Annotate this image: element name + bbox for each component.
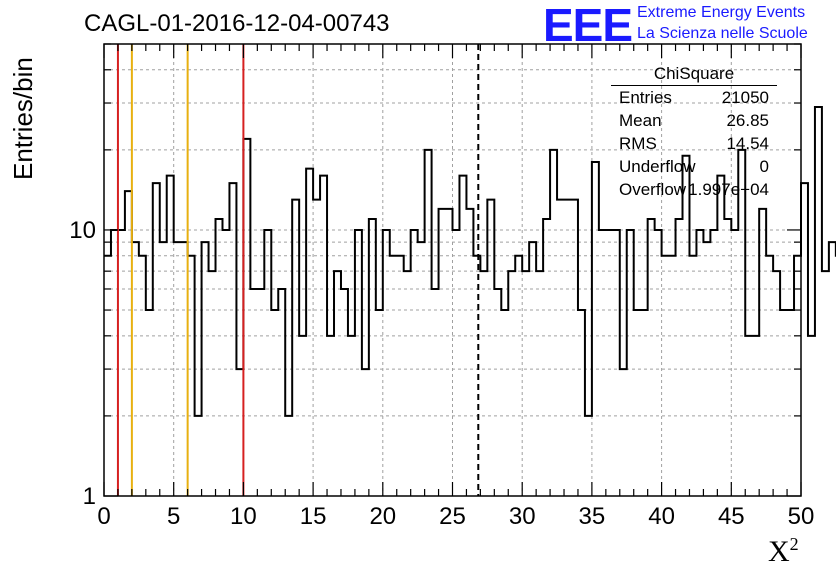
stats-value: 0 — [759, 157, 769, 176]
logo-line-2: La Scienza nelle Scuole — [637, 25, 808, 42]
stats-value: 26.85 — [726, 111, 769, 130]
stats-row-rms: RMS 14.54 — [611, 132, 777, 155]
x-axis-label-superscript: 2 — [789, 534, 799, 554]
x-tick-label: 30 — [509, 503, 536, 530]
x-tick-label: 10 — [230, 503, 257, 530]
x-tick-label: 50 — [788, 503, 815, 530]
stats-title: ChiSquare — [611, 64, 777, 86]
x-tick-label: 15 — [300, 503, 327, 530]
x-axis-label: X2 — [768, 534, 799, 569]
x-tick-label: 20 — [369, 503, 396, 530]
stats-row-overflow: Overflow 1.997e+04 — [611, 178, 777, 201]
logo-line-1: Extreme Energy Events — [637, 4, 806, 21]
x-tick-label: 5 — [167, 503, 180, 530]
stats-key: Overflow — [619, 180, 687, 199]
stats-row-underflow: Underflow 0 — [611, 155, 777, 178]
y-axis-label: Entries/bin — [8, 57, 38, 180]
stats-row-mean: Mean 26.85 — [611, 109, 777, 132]
x-tick-label: 35 — [579, 503, 606, 530]
stats-value: 1.997e+04 — [688, 180, 769, 199]
y-tick-label: 10 — [69, 217, 96, 244]
stats-key: Mean — [619, 111, 662, 130]
stats-box: ChiSquare Entries 21050 Mean 26.85 RMS 1… — [611, 64, 777, 201]
histogram-series — [104, 105, 836, 417]
x-tick-label: 45 — [718, 503, 745, 530]
x-tick-label: 25 — [439, 503, 466, 530]
y-tick-label: 1 — [83, 483, 96, 510]
x-tick-label: 40 — [648, 503, 675, 530]
stats-key: RMS — [619, 134, 657, 153]
stats-key: Entries — [619, 88, 672, 107]
stats-value: 21050 — [721, 88, 769, 107]
stats-row-entries: Entries 21050 — [611, 86, 777, 109]
stats-value: 14.54 — [726, 134, 769, 153]
x-tick-label: 0 — [97, 503, 110, 530]
chart-title: CAGL-01-2016-12-04-00743 — [84, 10, 390, 37]
x-axis-label-base: X — [768, 535, 790, 568]
stats-key: Underflow — [619, 157, 696, 176]
eee-logo: EEE — [543, 0, 633, 51]
